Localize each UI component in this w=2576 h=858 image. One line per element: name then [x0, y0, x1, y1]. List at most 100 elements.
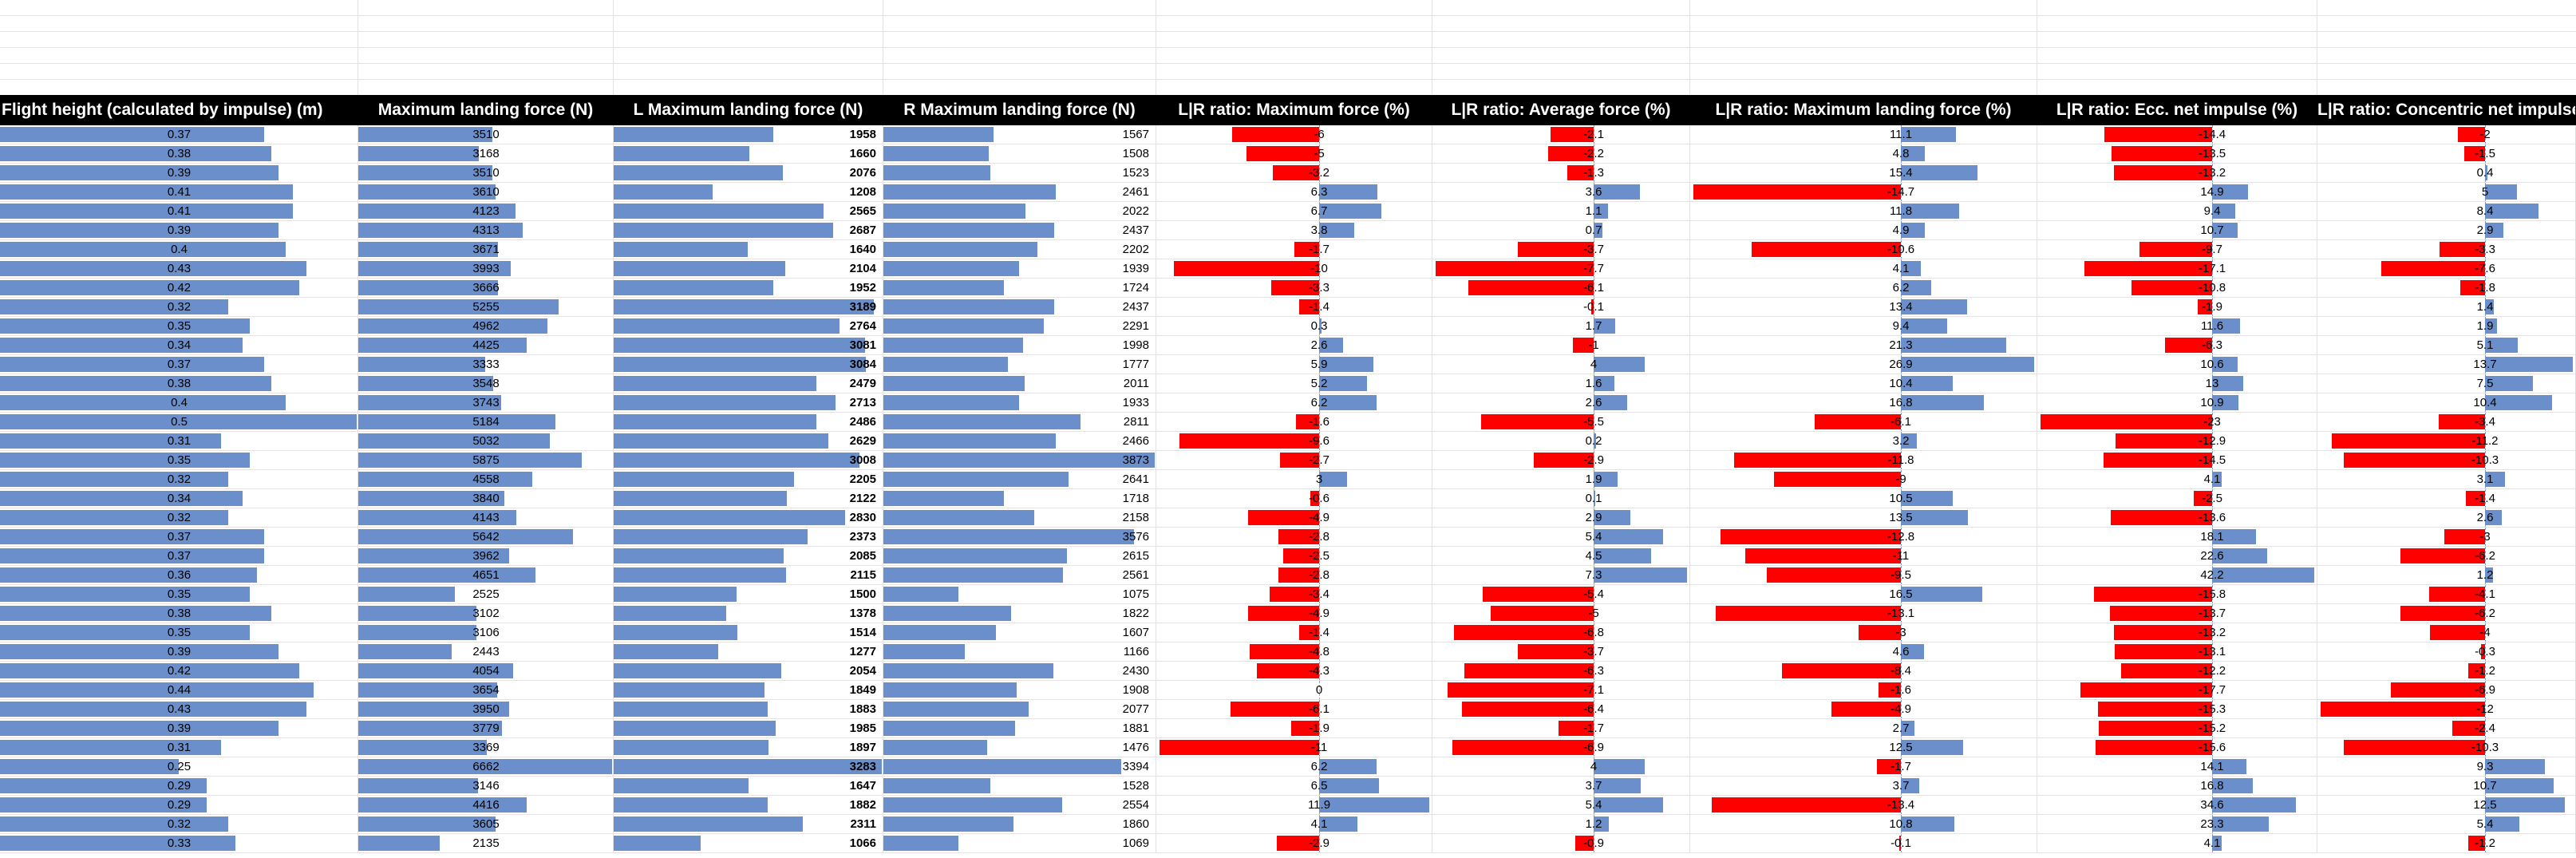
table-cell-lraf[interactable]: -7.7: [1432, 259, 1690, 279]
table-cell-lrcon[interactable]: 10.7: [2317, 777, 2576, 796]
table-cell-lraf[interactable]: 1.2: [1432, 815, 1690, 834]
table-cell-lrmlf[interactable]: 10.5: [1690, 489, 2037, 508]
table-cell-lrmf[interactable]: -6.1: [1156, 700, 1432, 719]
table-cell-lraf[interactable]: -5.4: [1432, 585, 1690, 604]
table-cell-fh[interactable]: 0.32: [0, 298, 358, 317]
table-cell-mlf[interactable]: 5255: [358, 298, 614, 317]
table-cell-lmlf[interactable]: 2205: [614, 470, 883, 489]
table-cell-fh[interactable]: 0.43: [0, 700, 358, 719]
table-cell-lrmlf[interactable]: -4.9: [1690, 700, 2037, 719]
table-cell-mlf[interactable]: 4558: [358, 470, 614, 489]
table-cell-mlf[interactable]: 3102: [358, 604, 614, 623]
table-cell-mlf[interactable]: 2443: [358, 643, 614, 662]
table-cell-lmlf[interactable]: 2629: [614, 432, 883, 451]
table-cell-lrmlf[interactable]: 4.1: [1690, 259, 2037, 279]
table-cell-mlf[interactable]: 2135: [358, 834, 614, 853]
table-cell-fh[interactable]: 0.31: [0, 432, 358, 451]
table-cell-fh[interactable]: 0.37: [0, 355, 358, 374]
table-cell-lrcon[interactable]: 0.4: [2317, 164, 2576, 183]
empty-row[interactable]: [0, 48, 2576, 64]
table-cell-lrmlf[interactable]: 10.4: [1690, 374, 2037, 393]
table-cell-lrcon[interactable]: -12: [2317, 700, 2576, 719]
table-cell-lrecc[interactable]: -17.7: [2037, 681, 2317, 700]
table-cell-lrcon[interactable]: -6.9: [2317, 681, 2576, 700]
table-cell-lrmlf[interactable]: -11: [1690, 547, 2037, 566]
table-cell-mlf[interactable]: 4416: [358, 796, 614, 815]
table-cell-lrmlf[interactable]: 9.4: [1690, 317, 2037, 336]
table-cell-fh[interactable]: 0.37: [0, 547, 358, 566]
table-cell-lrmf[interactable]: -11: [1156, 738, 1432, 757]
table-cell-lmlf[interactable]: 2054: [614, 662, 883, 681]
table-cell-lrmlf[interactable]: -1.7: [1690, 757, 2037, 777]
table-cell-lrcon[interactable]: -6.2: [2317, 604, 2576, 623]
table-cell-lraf[interactable]: -3.7: [1432, 240, 1690, 259]
table-cell-lraf[interactable]: -0.9: [1432, 834, 1690, 853]
table-cell-lrcon[interactable]: -2.4: [2317, 719, 2576, 738]
table-cell-lmlf[interactable]: 3008: [614, 451, 883, 470]
table-cell-fh[interactable]: 0.44: [0, 681, 358, 700]
table-cell-fh[interactable]: 0.42: [0, 662, 358, 681]
table-cell-rmlf[interactable]: 1718: [883, 489, 1156, 508]
table-cell-lrcon[interactable]: 2.6: [2317, 508, 2576, 528]
table-cell-rmlf[interactable]: 3394: [883, 757, 1156, 777]
table-cell-lrecc[interactable]: -15.2: [2037, 719, 2317, 738]
table-cell-lrecc[interactable]: -23: [2037, 413, 2317, 432]
table-cell-lrecc[interactable]: -13.1: [2037, 643, 2317, 662]
table-cell-lmlf[interactable]: 2122: [614, 489, 883, 508]
column-header-mlf[interactable]: Maximum landing force (N): [358, 95, 614, 125]
table-cell-lrmlf[interactable]: 4.6: [1690, 643, 2037, 662]
table-cell-lrmf[interactable]: 4.1: [1156, 815, 1432, 834]
table-cell-lrcon[interactable]: 1.2: [2317, 566, 2576, 585]
table-cell-fh[interactable]: 0.25: [0, 757, 358, 777]
table-cell-lrmf[interactable]: -2.5: [1156, 547, 1432, 566]
table-cell-fh[interactable]: 0.32: [0, 815, 358, 834]
table-cell-fh[interactable]: 0.41: [0, 183, 358, 202]
table-cell-lraf[interactable]: -6.8: [1432, 623, 1690, 643]
table-cell-lrecc[interactable]: -12.9: [2037, 432, 2317, 451]
table-cell-rmlf[interactable]: 1607: [883, 623, 1156, 643]
table-cell-mlf[interactable]: 4313: [358, 221, 614, 240]
table-cell-lrecc[interactable]: -15.6: [2037, 738, 2317, 757]
table-cell-lmlf[interactable]: 2687: [614, 221, 883, 240]
table-cell-lrcon[interactable]: 5.4: [2317, 815, 2576, 834]
table-cell-mlf[interactable]: 3950: [358, 700, 614, 719]
table-cell-mlf[interactable]: 4054: [358, 662, 614, 681]
column-header-lrmlf[interactable]: L|R ratio: Maximum landing force (%): [1690, 95, 2037, 125]
table-cell-lrcon[interactable]: 2.9: [2317, 221, 2576, 240]
table-cell-lraf[interactable]: -2.2: [1432, 144, 1690, 164]
table-cell-rmlf[interactable]: 2437: [883, 298, 1156, 317]
table-cell-lrcon[interactable]: 1.9: [2317, 317, 2576, 336]
table-cell-fh[interactable]: 0.32: [0, 508, 358, 528]
table-cell-lrcon[interactable]: -1.2: [2317, 834, 2576, 853]
table-cell-lrecc[interactable]: -1.9: [2037, 298, 2317, 317]
table-cell-lrmf[interactable]: 2.6: [1156, 336, 1432, 355]
table-cell-lrmf[interactable]: 11.9: [1156, 796, 1432, 815]
table-cell-lrmf[interactable]: -3.2: [1156, 164, 1432, 183]
table-cell-lmlf[interactable]: 1640: [614, 240, 883, 259]
table-cell-lrecc[interactable]: -13.6: [2037, 508, 2317, 528]
table-cell-lrecc[interactable]: -10.8: [2037, 279, 2317, 298]
table-cell-lraf[interactable]: -3.7: [1432, 643, 1690, 662]
table-cell-mlf[interactable]: 3548: [358, 374, 614, 393]
table-cell-lrecc[interactable]: -9.7: [2037, 240, 2317, 259]
table-cell-lrcon[interactable]: -10.3: [2317, 451, 2576, 470]
table-cell-lraf[interactable]: 3.7: [1432, 777, 1690, 796]
table-cell-lrcon[interactable]: -0.3: [2317, 643, 2576, 662]
table-cell-lmlf[interactable]: 3189: [614, 298, 883, 317]
table-cell-lraf[interactable]: -5.5: [1432, 413, 1690, 432]
table-cell-fh[interactable]: 0.38: [0, 374, 358, 393]
table-cell-rmlf[interactable]: 1822: [883, 604, 1156, 623]
table-cell-lrmlf[interactable]: 4.8: [1690, 144, 2037, 164]
table-cell-lrmf[interactable]: 0: [1156, 681, 1432, 700]
table-cell-lrcon[interactable]: 10.4: [2317, 393, 2576, 413]
table-cell-lrmlf[interactable]: 3.7: [1690, 777, 2037, 796]
table-cell-lrecc[interactable]: 4.1: [2037, 470, 2317, 489]
table-cell-lrecc[interactable]: 14.1: [2037, 757, 2317, 777]
table-cell-lrecc[interactable]: 14.9: [2037, 183, 2317, 202]
table-cell-lrcon[interactable]: -3.4: [2317, 413, 2576, 432]
table-cell-lrmlf[interactable]: 11.1: [1690, 125, 2037, 144]
table-cell-lmlf[interactable]: 1883: [614, 700, 883, 719]
table-cell-fh[interactable]: 0.37: [0, 528, 358, 547]
table-cell-rmlf[interactable]: 1476: [883, 738, 1156, 757]
table-cell-rmlf[interactable]: 1166: [883, 643, 1156, 662]
